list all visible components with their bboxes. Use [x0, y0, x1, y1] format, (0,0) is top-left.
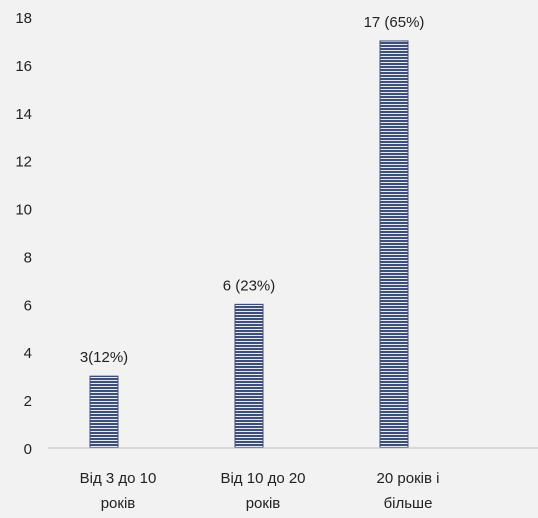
x-tick-label-0-0: Від 3 до 10	[80, 470, 157, 487]
bars	[89, 40, 409, 449]
x-tick-label-2-1: більше	[384, 495, 433, 512]
x-tick-label-1-0: Від 10 до 20	[220, 470, 305, 487]
data-label-2: 17 (65%)	[364, 14, 425, 31]
y-tick-label-2: 4	[24, 345, 32, 362]
bar-2	[379, 40, 409, 449]
bar-0	[89, 375, 119, 449]
y-tick-label-9: 18	[15, 10, 32, 27]
y-tick-label-4: 8	[24, 249, 32, 266]
x-tick-label-1-1: років	[246, 495, 281, 512]
x-tick-label-2-0: 20 років і	[377, 470, 440, 487]
bar-1	[234, 303, 264, 449]
y-tick-label-8: 16	[15, 58, 32, 75]
y-tick-label-3: 6	[24, 297, 32, 314]
x-tick-label-0-1: років	[101, 495, 136, 512]
x-axis-labels: Від 3 до 10 років Від 10 до 20 років 20 рокі…	[80, 470, 440, 512]
y-tick-label-6: 12	[15, 154, 32, 171]
data-labels: 3(12%) 6 (23%) 17 (65%)	[80, 14, 425, 366]
y-tick-label-5: 10	[15, 202, 32, 219]
data-label-1: 6 (23%)	[223, 277, 276, 294]
data-label-0: 3(12%)	[80, 349, 128, 366]
y-tick-label-1: 2	[24, 393, 32, 410]
y-tick-label-7: 14	[15, 106, 32, 123]
y-tick-label-0: 0	[24, 441, 32, 458]
y-axis-ticks: 0 2 4 6 8 10 12 14 16 18	[15, 10, 32, 458]
